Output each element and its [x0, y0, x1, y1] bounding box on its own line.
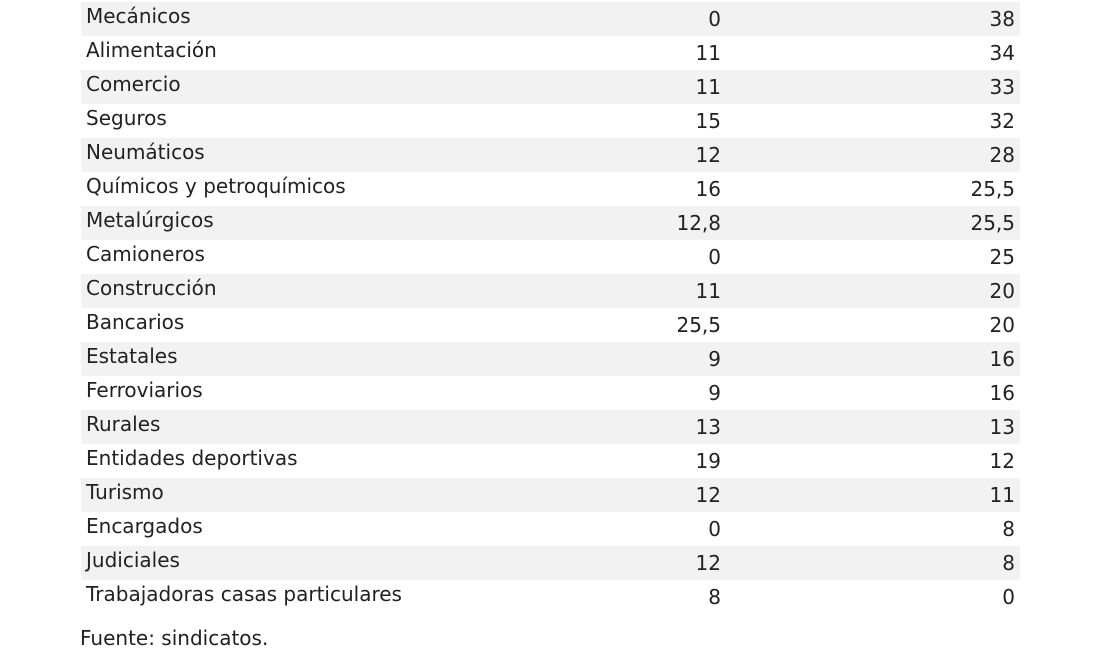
row-value-first: 25,5 [676, 313, 721, 337]
table-row: Camioneros 0 25 [81, 240, 1020, 274]
table-row: Entidades deportivas 19 12 [81, 444, 1020, 478]
row-value-second: 38 [989, 7, 1015, 31]
row-sector-name: Encargados [86, 514, 203, 538]
row-value-second: 33 [989, 75, 1015, 99]
table-row: Comercio 11 33 [81, 70, 1020, 104]
row-value-second: 25,5 [970, 177, 1015, 201]
row-sector-name: Rurales [86, 412, 161, 436]
row-value-first: 16 [695, 177, 721, 201]
row-value-second: 25,5 [970, 211, 1015, 235]
table-row: Metalúrgicos 12,8 25,5 [81, 206, 1020, 240]
row-sector-name: Camioneros [86, 242, 205, 266]
row-sector-name: Químicos y petroquímicos [86, 174, 346, 198]
row-value-second: 8 [1002, 517, 1015, 541]
table-row: Construcción 11 20 [81, 274, 1020, 308]
row-value-second: 20 [989, 313, 1015, 337]
row-sector-name: Neumáticos [86, 140, 205, 164]
row-value-second: 16 [989, 381, 1015, 405]
row-sector-name: Seguros [86, 106, 167, 130]
row-value-first: 12 [695, 143, 721, 167]
row-value-first: 12 [695, 551, 721, 575]
row-sector-name: Ferroviarios [86, 378, 203, 402]
table-row: Alimentación 11 34 [81, 36, 1020, 70]
source-note: Fuente: sindicatos. [80, 626, 269, 650]
table-row: Rurales 13 13 [81, 410, 1020, 444]
row-value-second: 8 [1002, 551, 1015, 575]
row-value-second: 0 [1002, 585, 1015, 609]
row-value-second: 34 [989, 41, 1015, 65]
row-sector-name: Metalúrgicos [86, 208, 214, 232]
row-value-first: 0 [708, 517, 721, 541]
row-value-first: 11 [695, 75, 721, 99]
row-value-second: 32 [989, 109, 1015, 133]
row-value-first: 0 [708, 245, 721, 269]
row-sector-name: Trabajadoras casas particulares [86, 582, 402, 606]
row-value-second: 25 [989, 245, 1015, 269]
table-row: Encargados 0 8 [81, 512, 1020, 546]
table-row: Bancarios 25,5 20 [81, 308, 1020, 342]
row-value-first: 11 [695, 41, 721, 65]
row-sector-name: Construcción [86, 276, 217, 300]
row-value-second: 28 [989, 143, 1015, 167]
row-value-first: 15 [695, 109, 721, 133]
row-value-first: 0 [708, 7, 721, 31]
row-value-first: 9 [708, 381, 721, 405]
row-sector-name: Judiciales [86, 548, 180, 572]
table-row: Neumáticos 12 28 [81, 138, 1020, 172]
union-wage-table: Mecánicos 0 38 Alimentación 11 34 Comerc… [81, 2, 1020, 614]
table-row: Judiciales 12 8 [81, 546, 1020, 580]
row-sector-name: Comercio [86, 72, 181, 96]
row-value-second: 20 [989, 279, 1015, 303]
table-row: Estatales 9 16 [81, 342, 1020, 376]
table-row: Turismo 12 11 [81, 478, 1020, 512]
row-value-second: 12 [989, 449, 1015, 473]
row-value-first: 19 [695, 449, 721, 473]
row-value-first: 8 [708, 585, 721, 609]
table-row: Seguros 15 32 [81, 104, 1020, 138]
row-sector-name: Turismo [86, 480, 164, 504]
table-row: Mecánicos 0 38 [81, 2, 1020, 36]
row-value-first: 12 [695, 483, 721, 507]
row-value-first: 9 [708, 347, 721, 371]
row-sector-name: Mecánicos [86, 4, 191, 28]
row-value-second: 11 [989, 483, 1015, 507]
table-row: Ferroviarios 9 16 [81, 376, 1020, 410]
row-sector-name: Entidades deportivas [86, 446, 298, 470]
row-sector-name: Bancarios [86, 310, 185, 334]
row-value-second: 16 [989, 347, 1015, 371]
row-value-first: 13 [695, 415, 721, 439]
table-row: Trabajadoras casas particulares 8 0 [81, 580, 1020, 614]
row-sector-name: Alimentación [86, 38, 217, 62]
table-row: Químicos y petroquímicos 16 25,5 [81, 172, 1020, 206]
row-value-second: 13 [989, 415, 1015, 439]
row-value-first: 11 [695, 279, 721, 303]
row-value-first: 12,8 [676, 211, 721, 235]
row-sector-name: Estatales [86, 344, 178, 368]
